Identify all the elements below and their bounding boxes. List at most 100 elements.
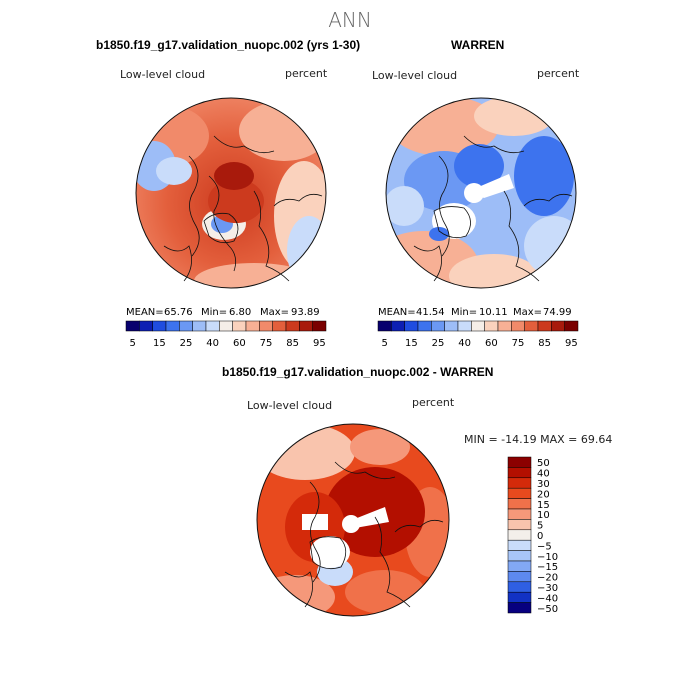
- panel-c-minmax: MIN = -14.19 MAX = 69.64: [464, 433, 613, 446]
- panel-b-colorbar-tick-label: 60: [485, 338, 498, 349]
- panel-a-title: b1850.f19_g17.validation_nuopc.002 (yrs …: [96, 38, 361, 52]
- panel-c-colorbar-tick-label: 20: [537, 489, 550, 500]
- panel-a-colorbar: 5 15 25 40 60 75 85 95: [125, 320, 327, 349]
- panel-b-map: [385, 97, 577, 289]
- panel-a-colorbar-tick-label: 60: [233, 338, 246, 349]
- panel-b-colorbar-swatch: [444, 320, 459, 332]
- panel-a-colorbar-swatch: [219, 320, 233, 332]
- panel-a-colorbar-tick-label: 95: [313, 338, 326, 349]
- panel-c-colorbar-tick-label: −50: [537, 604, 558, 615]
- panel-b-title: WARREN: [451, 38, 505, 52]
- panel-c-colorbar-swatch: [507, 477, 532, 489]
- panel-a-map: [135, 97, 327, 289]
- panel-b-colorbar-swatch: [524, 320, 539, 332]
- panel-a-colorbar-tick-label: 15: [153, 338, 166, 349]
- panel-b-min-label: Min=: [451, 307, 478, 318]
- panel-c-colorbar-tick-label: −15: [537, 562, 558, 573]
- panel-a-max: 93.89: [291, 307, 320, 318]
- panel-c-variable: Low-level cloud: [247, 399, 333, 412]
- panel-c-colorbar-tick-label: −20: [537, 573, 558, 584]
- panel-c-colorbar-swatch: [507, 519, 532, 531]
- panel-a-colorbar-swatch: [299, 320, 313, 332]
- panel-a-colorbar-swatch: [179, 320, 193, 332]
- panel-b-colorbar-tick-label: 95: [565, 338, 578, 349]
- panel-c-colorbar-swatch: [507, 560, 532, 572]
- panel-a-colorbar-swatch: [152, 320, 167, 332]
- panel-c-colorbar-tick-label: 30: [537, 479, 550, 490]
- panel-b-max: 74.99: [543, 307, 572, 318]
- panel-a-variable: Low-level cloud: [120, 68, 206, 81]
- panel-c-colorbar-swatch: [507, 498, 532, 510]
- panel-c-colorbar-swatch: [507, 591, 532, 603]
- panel-a-colorbar-swatch: [312, 320, 327, 332]
- panel-a-colorbar-swatch: [245, 320, 260, 332]
- panel-b-colorbar-swatch: [377, 320, 392, 332]
- panel-b-colorbar-tick-label: 5: [381, 338, 387, 349]
- panel-c-colorbar-swatch: [507, 487, 532, 499]
- panel-b-colorbar-swatch: [484, 320, 499, 332]
- panel-b-colorbar-swatch: [471, 320, 485, 332]
- panel-c-colorbar-tick-label: 0: [537, 531, 543, 542]
- panel-b-colorbar-swatch: [551, 320, 565, 332]
- panel-a-colorbar-tick-label: 75: [260, 338, 273, 349]
- panel-c-colorbar-swatch: [507, 539, 532, 551]
- panel-a-min: 6.80: [229, 307, 252, 318]
- panel-c-colorbar-tick-label: 50: [537, 458, 550, 469]
- figure-title: ANN: [328, 8, 372, 32]
- panel-b-colorbar-swatch: [391, 320, 405, 332]
- panel-b-colorbar-swatch: [537, 320, 552, 332]
- panel-a-colorbar-tick-label: 85: [286, 338, 299, 349]
- panel-a-colorbar-swatch: [205, 320, 220, 332]
- panel-c-colorbar-swatch: [507, 602, 532, 614]
- panel-a-colorbar-swatch: [139, 320, 153, 332]
- panel-b-colorbar-swatch: [457, 320, 472, 332]
- panel-a-colorbar-swatch: [125, 320, 140, 332]
- panel-c-colorbar-swatch: [507, 508, 532, 520]
- panel-a-colorbar-tick-label: 40: [206, 338, 219, 349]
- panel-c-colorbar-swatch: [507, 529, 532, 541]
- panel-c-map: [256, 423, 450, 617]
- panel-b-mean-label: MEAN=: [378, 307, 416, 318]
- panel-b-colorbar-swatch: [497, 320, 512, 332]
- panel-b-colorbar-swatch: [511, 320, 525, 332]
- panel-a-max-label: Max=: [260, 307, 290, 318]
- panel-c-colorbar-tick-label: 5: [537, 521, 543, 532]
- panel-b-colorbar-tick-label: 75: [512, 338, 525, 349]
- panel-b-colorbar: 5 15 25 40 60 75 85 95: [377, 320, 579, 349]
- panel-a-colorbar-tick-label: 5: [129, 338, 135, 349]
- panel-c-colorbar-swatch: [507, 467, 532, 479]
- panel-b-mean: 41.54: [416, 307, 445, 318]
- panel-a-colorbar-swatch: [259, 320, 273, 332]
- panel-b-variable: Low-level cloud: [372, 69, 458, 82]
- panel-a-units: percent: [285, 67, 328, 80]
- panel-c-colorbar-swatch: [507, 571, 532, 583]
- panel-a-mean: 65.76: [164, 307, 193, 318]
- panel-c-colorbar-tick-label: 10: [537, 510, 550, 521]
- panel-c-colorbar-swatch: [507, 456, 532, 468]
- panel-b-colorbar-tick-label: 15: [405, 338, 418, 349]
- panel-b-colorbar-tick-label: 40: [458, 338, 471, 349]
- panel-a-colorbar-swatch: [165, 320, 180, 332]
- panel-b-colorbar-swatch: [431, 320, 445, 332]
- panel-a-colorbar-swatch: [272, 320, 287, 332]
- panel-b-max-label: Max=: [513, 307, 543, 318]
- panel-a-colorbar-tick-label: 25: [180, 338, 193, 349]
- panel-b-units: percent: [537, 67, 580, 80]
- panel-b-colorbar-tick-label: 85: [538, 338, 551, 349]
- panel-c-colorbar-tick-label: −5: [537, 541, 552, 552]
- panel-c-colorbar-tick-label: 40: [537, 469, 550, 480]
- panel-a-colorbar-swatch: [285, 320, 300, 332]
- panel-c-colorbar-tick-label: −10: [537, 552, 558, 563]
- panel-c-colorbar-swatch: [507, 581, 532, 593]
- panel-b-colorbar-tick-label: 25: [432, 338, 445, 349]
- panel-a-mean-label: MEAN=: [126, 307, 164, 318]
- panel-c-units: percent: [412, 396, 455, 409]
- panel-a-colorbar-swatch: [232, 320, 247, 332]
- panel-c-title: b1850.f19_g17.validation_nuopc.002 - WAR…: [222, 365, 494, 379]
- panel-b-colorbar-swatch: [404, 320, 419, 332]
- panel-a-colorbar-swatch: [192, 320, 207, 332]
- panel-c-colorbar-tick-label: −30: [537, 583, 558, 594]
- panel-a-min-label: Min=: [201, 307, 228, 318]
- panel-c-colorbar-swatch: [507, 550, 532, 562]
